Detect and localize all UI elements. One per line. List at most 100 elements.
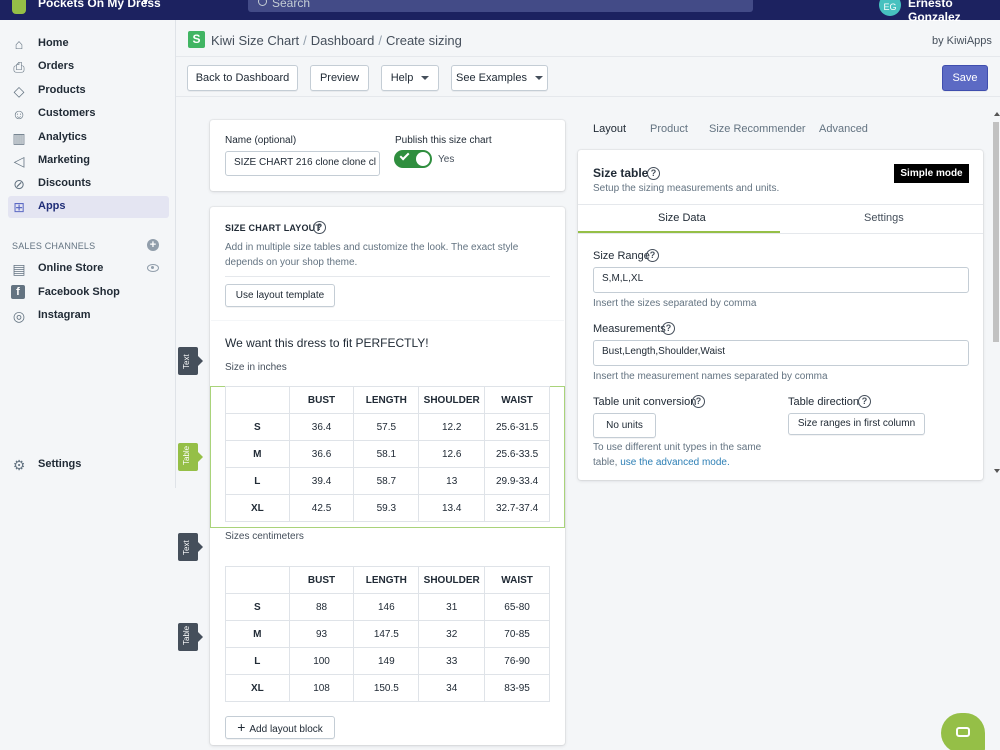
tab-layout[interactable]: Layout [593,123,627,135]
text-block-tag[interactable]: Text [178,533,203,561]
avatar[interactable]: EG [879,0,901,16]
tag-label: Table [182,445,191,465]
sidebar-item-label: Settings [38,458,82,470]
sidebar-item-home[interactable]: ⌂ Home [8,33,169,55]
caret-down-icon [421,76,430,80]
store-name[interactable]: Pockets On My Dress [38,0,161,10]
sidebar-item-orders[interactable]: ⎙ Orders [8,56,169,78]
top-bar: Pockets On My Dress ▾ Search EG Ernesto … [0,0,1000,24]
help-icon[interactable]: ? [313,221,326,234]
use-layout-template-button[interactable]: Use layout template [225,284,335,307]
help-icon[interactable]: ? [647,167,660,180]
add-layout-block-button[interactable]: + Add layout block [225,716,335,739]
table-block-tag[interactable]: Table [178,443,203,471]
advanced-mode-link[interactable]: use the advanced mode. [620,457,730,468]
search-icon [258,0,267,6]
preview-button[interactable]: Preview [310,65,369,91]
table-row: XL 42.5 59.3 13.4 32.7-37.4 [225,494,550,522]
sidebar-item-instagram[interactable]: ◎ Instagram [8,305,169,327]
tab-advanced[interactable]: Advanced [819,123,868,135]
panel-subtitle: Setup the sizing measurements and units. [593,183,780,194]
table-direction-select[interactable]: Size ranges in first column [788,413,925,435]
header-divider [176,56,1000,57]
button-label: See Examples [456,72,527,84]
subtab-size-data[interactable]: Size Data [658,212,706,224]
publish-toggle[interactable] [394,150,432,168]
sidebar-item-apps[interactable]: ⊞ Apps [8,196,169,218]
megaphone-icon: ◁ [13,153,25,169]
table-cell: 12.2 [418,413,486,441]
size-range-input[interactable]: S,M,L,XL [593,267,969,293]
facebook-icon: f [11,285,25,299]
table-cell: 13 [418,467,486,495]
subtab-settings[interactable]: Settings [864,212,904,224]
save-button[interactable]: Save [942,65,988,91]
help-icon[interactable]: ? [662,322,675,335]
text-block-tag[interactable]: Text [178,347,203,375]
tag-label: Text [182,540,191,555]
user-name[interactable]: Ernesto Gonzalez [908,0,961,24]
table-cell: 31 [418,593,486,621]
sidebar-item-facebook-shop[interactable]: f Facebook Shop [8,282,169,304]
sidebar-item-settings[interactable]: ⚙ Settings [8,454,169,476]
button-label: Preview [319,72,360,84]
chat-button[interactable] [941,713,985,750]
layout-title: SIZE CHART LAYOUT [225,223,322,233]
table-header-cell: LENGTH [353,386,420,414]
eye-icon[interactable] [147,264,159,272]
help-icon[interactable]: ? [858,395,871,408]
search-input[interactable] [248,0,753,12]
table-cell: 146 [353,593,420,621]
table-row: L 100 149 33 76-90 [225,647,550,675]
scroll-down-icon[interactable] [994,469,1000,473]
table-block-tag[interactable]: Table [178,623,203,651]
divider [225,276,550,277]
sidebar-item-analytics[interactable]: ▥ Analytics [8,127,169,149]
select-value: Size ranges in first column [797,418,916,429]
table-cell: 149 [353,647,420,675]
help-icon[interactable]: ? [646,249,659,262]
unit-conversion-select[interactable]: No units [593,413,656,438]
size-label-cell: M [225,440,290,468]
see-examples-button[interactable]: See Examples [451,65,548,91]
panel-title: Size table [593,166,649,180]
apps-icon: ⊞ [13,199,25,215]
sidebar-item-discounts[interactable]: ⊘ Discounts [8,173,169,195]
toggle-knob [416,152,430,166]
search-placeholder: Search [272,0,311,10]
sidebar-item-products[interactable]: ◇ Products [8,80,169,102]
table-cell: 25.6-31.5 [484,413,550,441]
size-label-cell: L [225,647,290,675]
breadcrumb-dashboard[interactable]: Dashboard [310,33,375,48]
divider [578,204,983,205]
publish-label: Publish this size chart [395,135,492,146]
add-channel-icon[interactable]: + [147,239,159,251]
instagram-icon: ◎ [12,308,26,324]
table-row: M 93 147.5 32 70-85 [225,620,550,648]
measurements-input[interactable]: Bust,Length,Shoulder,Waist [593,340,969,366]
table-cell: 147.5 [353,620,420,648]
table-cell: 88 [288,593,355,621]
sidebar-item-customers[interactable]: ☺ Customers [8,103,169,125]
size-label-cell: XL [225,494,290,522]
name-input[interactable]: SIZE CHART 216 clone clone cl [225,151,380,176]
tab-size-recommender[interactable]: Size Recommender [709,123,806,135]
sidebar-item-label: Marketing [38,154,90,166]
publish-state: Yes [438,154,455,165]
back-to-dashboard-button[interactable]: Back to Dashboard [187,65,298,91]
table-cell: 108 [288,674,355,702]
breadcrumb-app[interactable]: Kiwi Size Chart [211,33,300,48]
help-button[interactable]: Help [381,65,439,91]
scroll-up-icon[interactable] [994,112,1000,116]
simple-mode-badge[interactable]: Simple mode [894,164,969,183]
gear-icon: ⚙ [12,457,26,473]
tab-product[interactable]: Product [650,123,688,135]
sidebar-item-marketing[interactable]: ◁ Marketing [8,150,169,172]
by-line: by KiwiApps [932,35,992,47]
sidebar-item-online-store[interactable]: ▤ Online Store [8,258,169,280]
chevron-down-icon[interactable]: ▾ [143,0,149,8]
scroll-thumb[interactable] [993,122,999,342]
help-icon[interactable]: ? [692,395,705,408]
table-cell: 42.5 [288,494,355,522]
sidebar-item-label: Discounts [38,177,92,189]
